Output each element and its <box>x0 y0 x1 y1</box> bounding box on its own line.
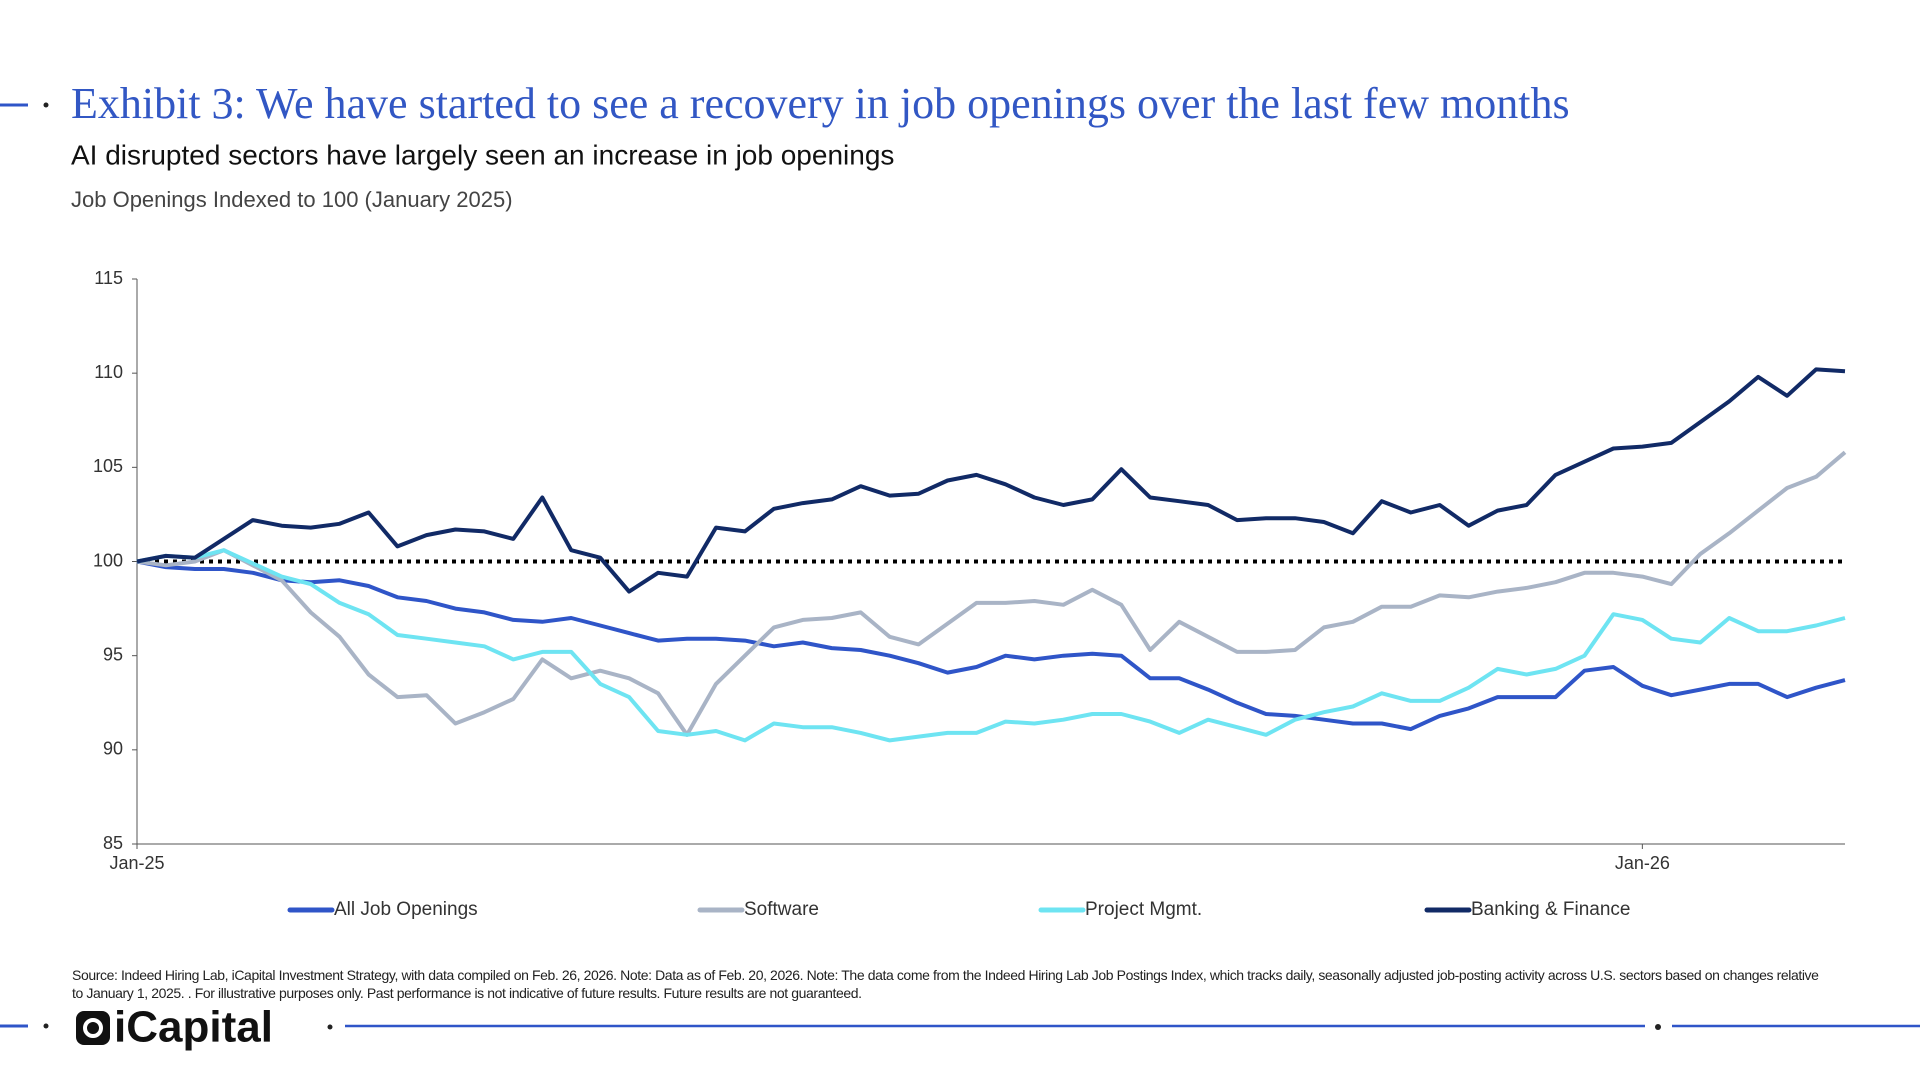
decor-dot <box>327 1024 333 1030</box>
y-tick-label: 110 <box>94 362 123 382</box>
x-tick-label: Jan-25 <box>109 853 164 873</box>
legend-label: Software <box>744 899 819 920</box>
legend-label: Banking & Finance <box>1471 899 1631 920</box>
y-tick-label: 105 <box>93 456 123 476</box>
logo-mark <box>76 1011 110 1045</box>
decor-dot <box>43 1023 49 1029</box>
y-tick-label: 100 <box>93 550 123 570</box>
chart-subtitle: AI disrupted sectors have largely seen a… <box>71 139 894 170</box>
series-line <box>136 559 1846 732</box>
legend-label: All Job Openings <box>334 899 478 920</box>
logo-mark <box>83 1018 103 1038</box>
legend-label: Project Mgmt. <box>1085 899 1202 920</box>
y-tick-label: 90 <box>103 739 123 759</box>
series-line <box>136 548 1846 743</box>
chart-title: Exhibit 3: We have started to see a reco… <box>71 79 1570 128</box>
y-tick-label: 85 <box>103 833 123 853</box>
y-axis-title: Job Openings Indexed to 100 (January 202… <box>71 187 513 212</box>
decor-dot <box>1655 1024 1661 1030</box>
series-line <box>136 450 1847 737</box>
y-tick-label: 95 <box>103 644 123 664</box>
brand-logo: iCapital <box>114 1003 273 1052</box>
y-tick-label: 115 <box>94 268 123 288</box>
decor-dot <box>43 102 49 108</box>
source-note: Source: Indeed Hiring Lab, iCapital Inve… <box>72 967 1819 1001</box>
x-tick-label: Jan-26 <box>1615 853 1670 873</box>
series-line <box>136 367 1846 594</box>
